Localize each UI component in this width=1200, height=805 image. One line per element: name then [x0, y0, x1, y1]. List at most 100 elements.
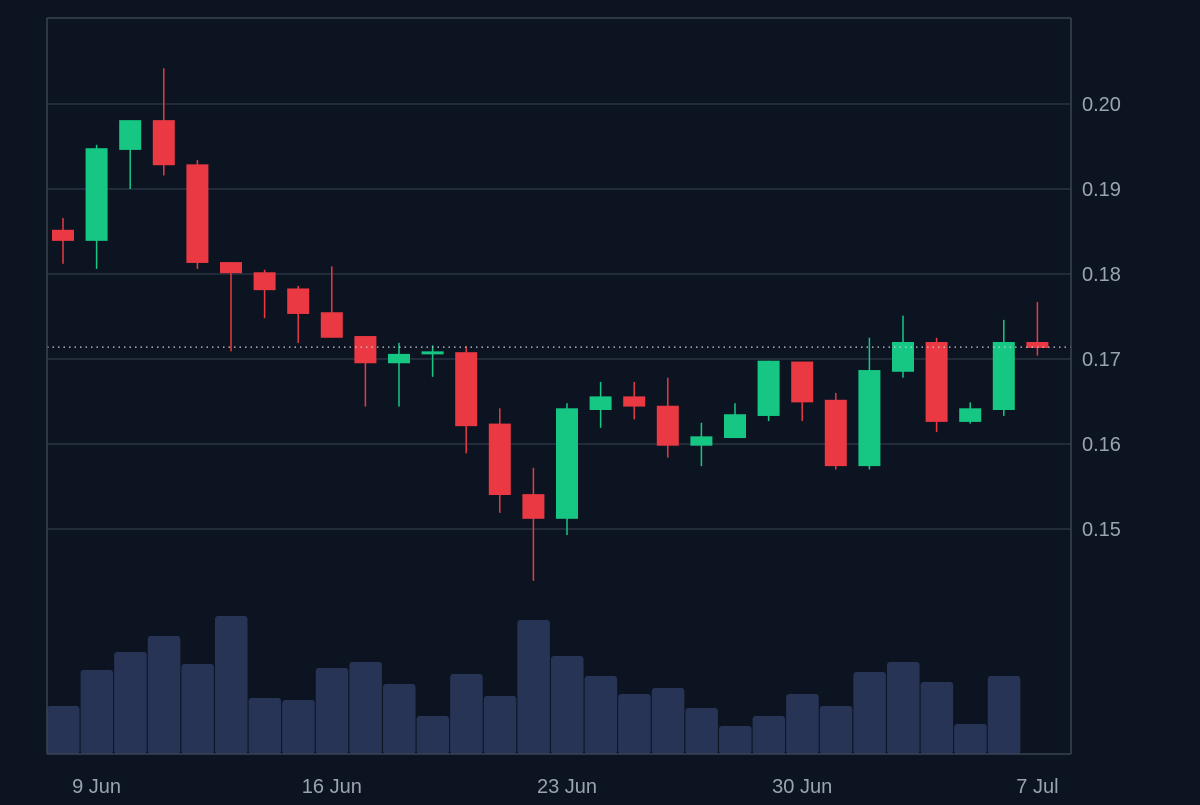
- volume-bar: [719, 726, 752, 754]
- x-tick-label: 23 Jun: [537, 776, 597, 798]
- volume-bar: [147, 636, 181, 754]
- candle-body: [287, 288, 310, 314]
- candle: [556, 403, 578, 535]
- candle-body: [757, 360, 780, 416]
- candle: [186, 160, 209, 269]
- volume-bar: [685, 708, 718, 754]
- volume-bar: [853, 672, 886, 754]
- x-tick-label: 30 Jun: [772, 776, 832, 798]
- volume-bar: [483, 696, 517, 754]
- candle-body: [253, 272, 276, 291]
- candle: [421, 345, 444, 377]
- volume-bar: [618, 694, 651, 754]
- y-tick-label: 0.18: [1082, 264, 1121, 286]
- candle-body: [522, 494, 545, 519]
- volume-bars: [47, 616, 1021, 754]
- candle-body: [656, 405, 679, 446]
- candle-body: [52, 229, 74, 241]
- volume-bar: [786, 694, 819, 754]
- candle: [589, 381, 612, 428]
- candle: [925, 337, 948, 433]
- y-tick-label: 0.20: [1082, 94, 1121, 116]
- volume-bar: [80, 670, 114, 754]
- candle-body: [85, 148, 108, 241]
- volume-bar: [47, 706, 80, 754]
- candle: [656, 377, 679, 458]
- x-tick-label: 16 Jun: [302, 776, 362, 798]
- candle: [388, 342, 410, 407]
- volume-bar: [551, 656, 584, 754]
- candle-body: [220, 262, 242, 274]
- candle: [488, 408, 511, 513]
- y-tick-label: 0.16: [1082, 434, 1121, 456]
- candle-body: [119, 120, 142, 150]
- volume-bar: [584, 676, 618, 754]
- volume-bar: [349, 662, 382, 754]
- volume-bar: [383, 684, 416, 754]
- candle-body: [455, 352, 478, 427]
- candle-body: [724, 414, 746, 439]
- x-tick-label: 7 Jul: [1016, 776, 1058, 798]
- volume-bar: [315, 668, 349, 754]
- candle-body: [925, 342, 948, 422]
- volume-bar: [819, 706, 853, 754]
- candle-body: [858, 370, 881, 467]
- volume-bar: [181, 664, 214, 754]
- candle-body: [992, 342, 1015, 410]
- candle: [287, 285, 310, 343]
- candle-body: [824, 399, 847, 467]
- volume-bar: [887, 662, 920, 754]
- candle-body: [556, 408, 578, 519]
- candle: [455, 346, 478, 454]
- candle-body: [690, 436, 713, 446]
- candle: [892, 315, 914, 378]
- volume-bar: [282, 700, 315, 754]
- candle-body: [892, 342, 914, 372]
- candle-body: [388, 353, 410, 364]
- candle-body: [354, 336, 377, 364]
- candles: [52, 68, 1049, 581]
- candle: [791, 361, 814, 422]
- candle-body: [959, 408, 982, 422]
- candle: [320, 266, 343, 338]
- candle-body: [320, 312, 343, 338]
- candle: [354, 336, 377, 407]
- candle: [85, 144, 108, 269]
- y-tick-label: 0.19: [1082, 179, 1121, 201]
- candle-body: [152, 120, 175, 166]
- x-axis-ticks: 9 Jun 16 Jun 23 Jun 30 Jun 7 Jul: [72, 776, 1058, 798]
- candle-body: [589, 396, 612, 410]
- candle-body: [623, 396, 646, 407]
- candle: [253, 269, 276, 319]
- candle-body: [186, 164, 209, 263]
- volume-bar: [450, 674, 483, 754]
- candle: [52, 217, 74, 264]
- volume-bar: [920, 682, 954, 754]
- candle-body: [421, 351, 444, 355]
- volume-bar: [517, 620, 550, 754]
- volume-bar: [954, 724, 987, 754]
- candle: [690, 422, 713, 467]
- x-tick-label: 9 Jun: [72, 776, 121, 798]
- volume-bar: [114, 652, 147, 754]
- candle: [152, 68, 175, 176]
- candle-body: [1026, 342, 1049, 348]
- candle: [992, 319, 1015, 416]
- candle: [522, 467, 545, 581]
- candle: [623, 381, 646, 420]
- volume-bar: [987, 676, 1021, 754]
- candle: [824, 393, 847, 470]
- volume-bar: [416, 716, 450, 754]
- volume-bar: [215, 616, 248, 754]
- volume-bar: [248, 698, 282, 754]
- volume-bar: [752, 716, 786, 754]
- grid-lines: [47, 103, 1071, 530]
- candle: [757, 360, 780, 422]
- y-tick-label: 0.17: [1082, 349, 1121, 371]
- volume-bar: [651, 688, 685, 754]
- candle: [959, 402, 982, 424]
- y-axis-ticks: 0.15 0.16 0.17 0.18 0.19 0.20: [1082, 94, 1121, 541]
- candle-body: [791, 361, 814, 403]
- candle-body: [488, 423, 511, 495]
